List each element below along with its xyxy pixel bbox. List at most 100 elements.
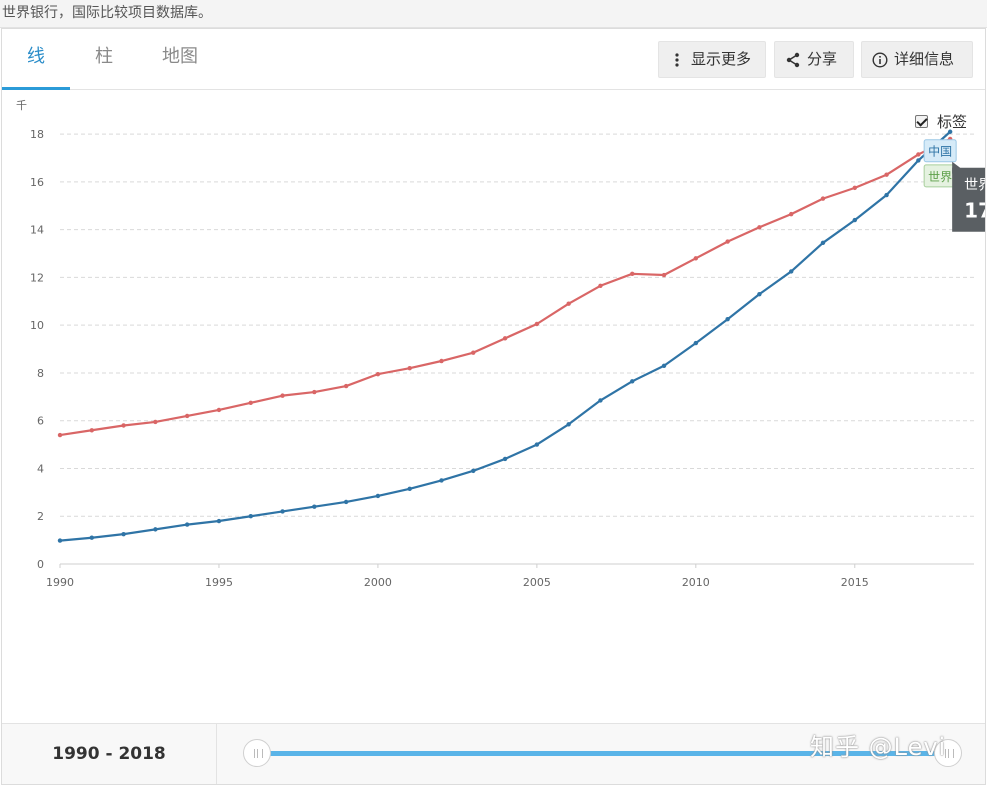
data-point [153,419,158,425]
data-point [312,504,317,509]
data-point [312,389,317,395]
data-point [343,499,349,505]
labels-checkbox[interactable] [914,115,928,128]
share-icon [786,52,800,67]
data-point [916,158,921,163]
y-tick-label: 14 [30,224,44,237]
data-point [820,240,826,245]
details-label: 详细信息 [894,50,955,68]
china-tag-box [923,139,957,163]
x-tick-label: 2000 [364,576,392,589]
x-tick-label: 1990 [46,576,74,589]
data-point [407,365,412,371]
data-point [725,317,730,322]
chart-area: 标签 千 0 2 4 6 8 10 12 14 16 18 1990 1995 2000 2005 2010 2… [2,91,985,723]
tab-bar: 线 柱 地图 显示更多 分享 详细信息 [2,29,985,90]
tab-bar-chart[interactable]: 柱 [95,46,113,67]
year-range-label: 1990 - 2018 [2,724,217,784]
data-point [598,398,603,403]
y-tick-label: 2 [37,510,44,523]
data-point [534,321,540,327]
data-point [947,129,953,134]
y-unit-label: 千 [16,99,27,112]
line-chart: 千 0 2 4 6 8 10 12 14 16 18 1990 1995 2000 2005 2010 2015… [16,99,985,589]
data-point [153,527,158,532]
data-point [884,192,889,198]
data-point [57,538,63,543]
y-tick-label: 6 [37,415,44,428]
data-point [916,152,921,157]
tab-map[interactable]: 地图 [162,46,198,67]
data-point [375,493,381,499]
show-more-label: 显示更多 [691,50,752,68]
y-tick-label: 12 [30,271,44,284]
y-tick-label: 16 [30,176,44,189]
data-point [598,283,603,288]
data-point [471,468,476,474]
more-vertical-icon [675,52,679,67]
data-point [248,514,253,519]
data-point [566,301,571,306]
data-point [789,211,794,217]
data-point [89,428,94,433]
source-text: 世界银行，国际比较项目数据库。 [0,0,987,28]
data-point [693,256,699,261]
data-point [757,291,762,297]
data-point [789,269,794,274]
range-slider-track[interactable] [257,751,947,756]
details-button[interactable]: 详细信息 [861,41,973,78]
x-tick-label: 1995 [205,576,233,589]
data-point [820,196,826,201]
data-point [852,185,857,191]
data-point [630,379,635,384]
info-icon [872,51,888,68]
data-point [757,225,762,230]
labels-toggle-label: 标签 [936,113,967,131]
tooltip-box [952,167,985,232]
data-point [439,478,444,483]
x-tick-label: 2010 [682,576,710,589]
show-more-button[interactable]: 显示更多 [658,41,766,78]
x-tick-label: 2005 [523,576,551,589]
data-point [884,172,889,177]
data-point [121,531,126,537]
data-point [725,239,730,244]
data-point [534,442,540,447]
data-point [630,271,635,277]
range-slider-start-handle[interactable] [243,739,271,767]
labels-toggle[interactable]: 标签 [914,111,967,132]
data-point [661,272,667,278]
range-slider-end-handle[interactable] [934,739,962,767]
data-point [280,393,285,398]
y-tick-label: 0 [37,558,44,571]
chart-panel: 线 柱 地图 显示更多 分享 详细信息 标签 [1,28,986,785]
share-button[interactable]: 分享 [774,41,854,78]
data-point [57,432,63,438]
china-tag-label: 中国 [928,144,952,159]
data-point [502,336,508,341]
data-point [407,486,412,491]
tab-line[interactable]: 线 [2,29,70,90]
data-point [852,217,857,223]
y-tick-label: 18 [30,128,44,141]
data-point [121,423,126,428]
data-point [693,340,699,346]
data-point [375,371,381,377]
data-point [566,422,571,427]
data-point [184,522,190,527]
data-point [280,509,285,514]
series-line-0 [59,137,951,437]
y-tick-label: 10 [30,319,44,332]
share-label: 分享 [807,50,838,68]
range-footer: 1990 - 2018 [2,723,985,784]
y-tick-label: 8 [37,367,44,380]
data-point [184,413,190,419]
data-point [502,456,508,462]
y-tick-label: 4 [37,462,44,475]
tooltip-title: 世界 [964,178,985,194]
tooltip-value: 17 [964,199,985,223]
x-tick-label: 2015 [841,576,869,589]
data-point [661,363,667,368]
data-point [248,400,253,406]
world-tag-label: 世界 [928,170,952,184]
